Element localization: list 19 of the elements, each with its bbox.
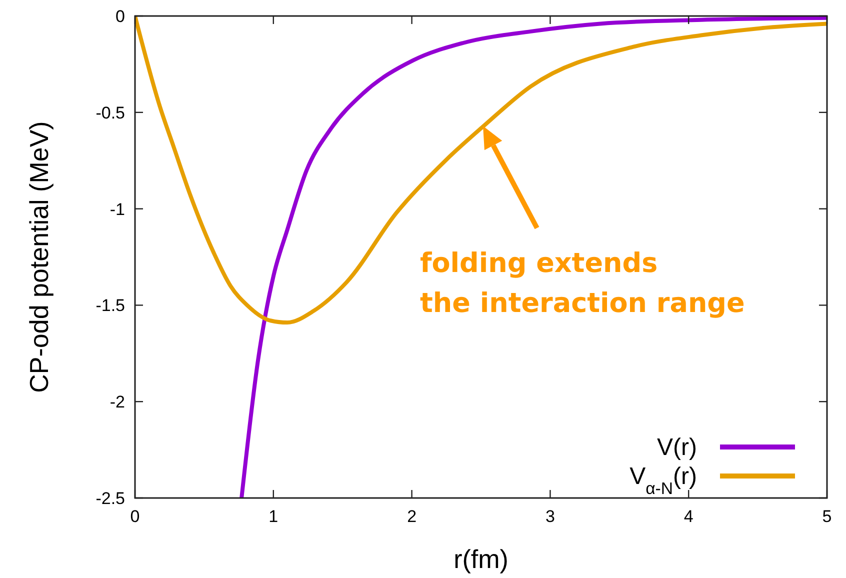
line-series: [135, 16, 827, 325]
x-tick-label: 4: [684, 507, 694, 526]
y-tick-label: -2: [110, 392, 125, 412]
y-tick-label: -0.5: [96, 103, 125, 122]
legend-label: V$_{α-N}$(r): [630, 463, 697, 498]
y-axis-title: CP-odd potential (MeV): [24, 121, 54, 393]
y-tick-label: -1: [110, 200, 125, 219]
x-axis-title: r(fm): [454, 544, 508, 574]
y-tick-label: -1.5: [96, 296, 125, 316]
x-tick-label: 3: [545, 507, 555, 526]
annotation: folding extends the interaction range: [420, 248, 745, 319]
line-series: [240, 16, 827, 498]
x-tick-label: 2: [407, 507, 417, 526]
legend-label: V(r): [657, 434, 697, 461]
y-tick-label: -2.5: [96, 489, 125, 508]
y-tick-label: 0: [116, 7, 125, 26]
x-tick-label: 1: [268, 507, 278, 526]
x-tick-label: 0: [130, 507, 140, 526]
x-tick-label: 5: [822, 507, 832, 526]
